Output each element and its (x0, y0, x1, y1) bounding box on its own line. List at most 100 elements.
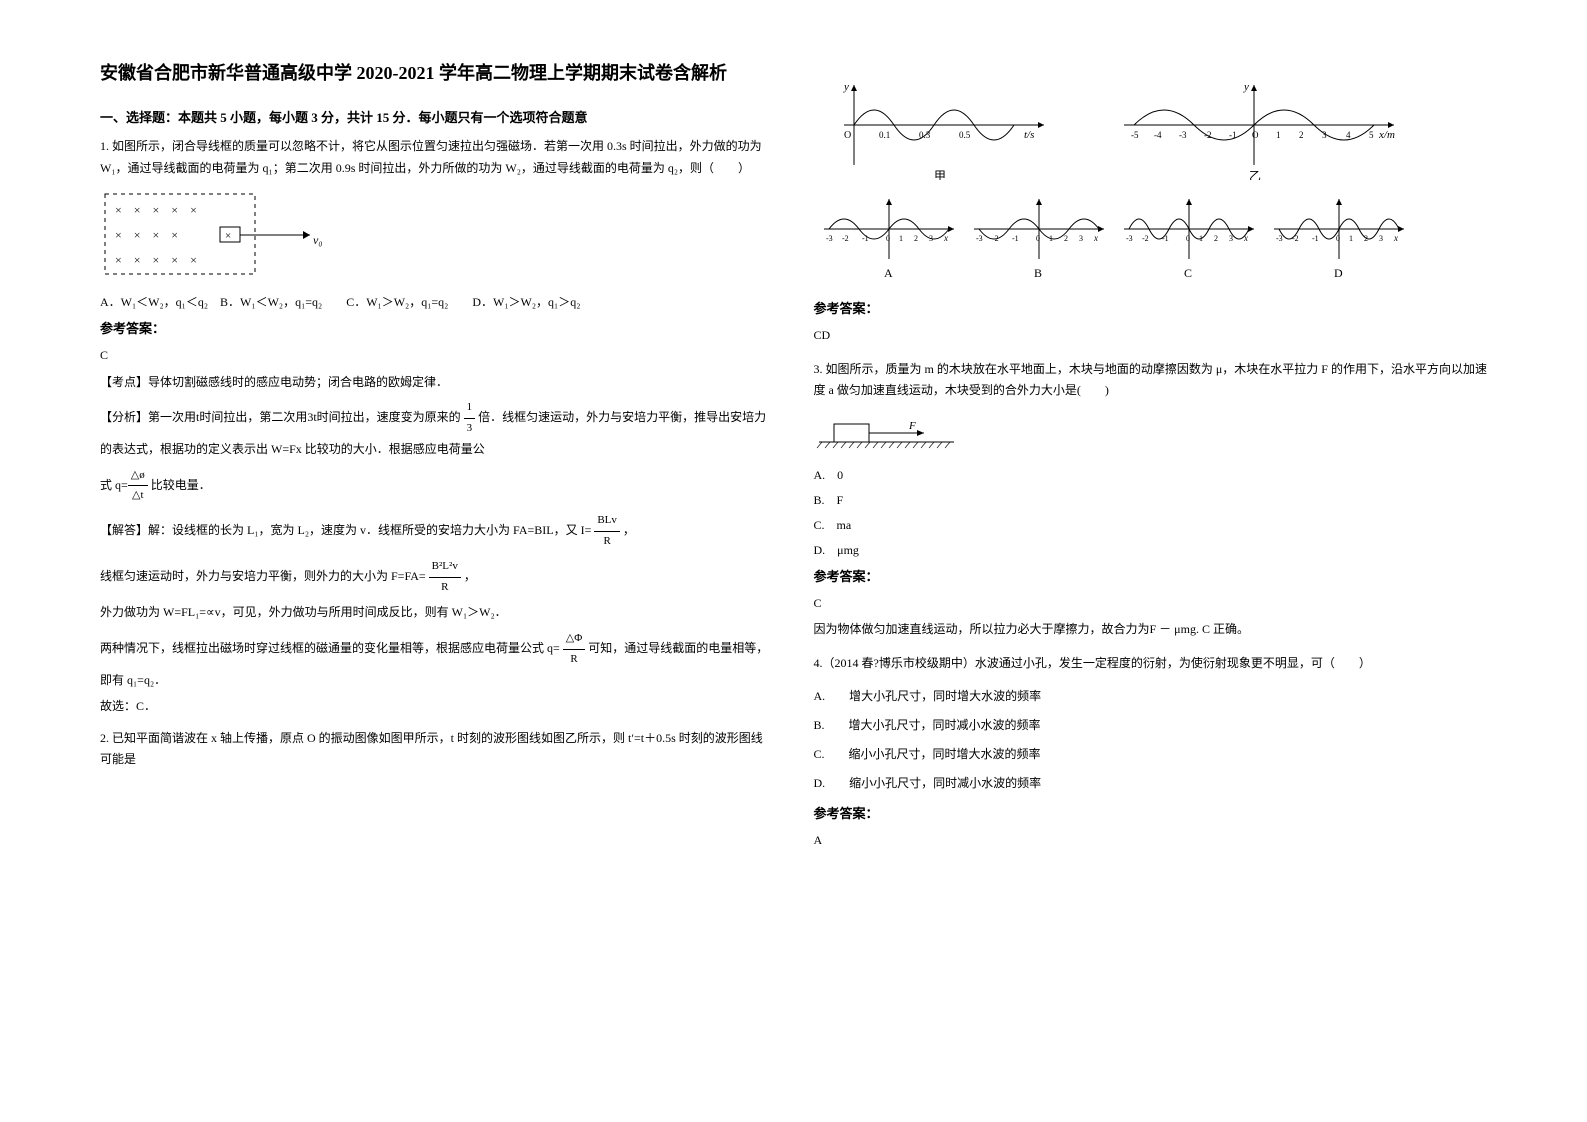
svg-text:-3: -3 (1126, 234, 1133, 243)
q1-exp3-pre: 【解答】解：设线框的长为 L₁，宽为 L₂，速度为 v．线框所受的安培力大小为 … (100, 523, 591, 537)
svg-text:×: × (225, 230, 231, 242)
q1-text: 1. 如图所示，闭合导线框的质量可以忽略不计，将它从图示位置匀速拉出匀强磁场．若… (100, 136, 774, 179)
q1-frac-dphi-r: △ΦR (563, 629, 586, 670)
q1-answer: C (100, 345, 774, 367)
q1-exp7: 故选：C． (100, 696, 774, 718)
svg-text:D: D (1334, 266, 1343, 280)
svg-text:x: x (1393, 233, 1398, 243)
svg-text:y: y (843, 81, 849, 93)
q2-bottom-graphs-svg: -3-2-1 0123 x A -3-2-1 0123 x B (814, 194, 1414, 284)
svg-text:0.5: 0.5 (959, 130, 971, 140)
q1-exp2-pre: 【分析】第一次用t时间拉出，第二次用3t时间拉出，速度变为原来的 (100, 410, 461, 424)
q1-exp3: 【解答】解：设线框的长为 L₁，宽为 L₂，速度为 v．线框所受的安培力大小为 … (100, 511, 774, 552)
svg-text:0: 0 (1336, 234, 1340, 243)
q4-text: 4.（2014 春?博乐市校级期中）水波通过小孔，发生一定程度的衍射，为使衍射现… (814, 653, 1488, 675)
svg-text:1: 1 (1276, 130, 1281, 140)
svg-text:甲: 甲 (934, 169, 946, 180)
svg-text:-2: -2 (1204, 130, 1212, 140)
q1-options: A．W₁＜W₂，q₁＜q₂ B．W₁＜W₂，q₁=q₂ C．W₁＞W₂，q₁=q… (100, 293, 774, 310)
q3-figure: F (814, 412, 1488, 456)
q1-answer-label: 参考答案： (100, 318, 774, 337)
q3-opt-a: A. 0 (814, 466, 1488, 483)
svg-text:y: y (1243, 81, 1249, 93)
q1-exp6-pre: 两种情况下，线框拉出磁场时穿过线框的磁通量的变化量相等，根据感应电荷量公式 q= (100, 641, 560, 655)
left-column: 安徽省合肥市新华普通高级中学 2020-2021 学年高二物理上学期期末试卷含解… (80, 60, 794, 1062)
svg-text:-3: -3 (976, 234, 983, 243)
q1-exp3-post: ， (623, 523, 635, 537)
q4-opt-c: C. 缩小小孔尺寸，同时增大水波的频率 (814, 745, 1488, 762)
svg-text:2: 2 (1214, 234, 1218, 243)
q3-answer: C (814, 593, 1488, 615)
q3-text: 3. 如图所示，质量为 m 的木块放在水平地面上，木块与地面的动摩擦因数为 μ，… (814, 359, 1488, 402)
q1-exp4-pre: 线框匀速运动时，外力与安培力平衡，则外力的大小为 F=FA= (100, 569, 426, 583)
svg-text:-2: -2 (1292, 234, 1299, 243)
svg-text:3: 3 (1079, 234, 1083, 243)
svg-text:x: x (1243, 233, 1248, 243)
svg-text:2: 2 (1364, 234, 1368, 243)
q4-opt-b: B. 增大小孔尺寸，同时减小水波的频率 (814, 716, 1488, 733)
svg-text:4: 4 (1346, 130, 1351, 140)
svg-text:3: 3 (1322, 130, 1327, 140)
svg-text:v₀: v₀ (313, 233, 323, 247)
svg-text:1: 1 (1049, 234, 1053, 243)
svg-text:-3: -3 (826, 234, 833, 243)
svg-text:-1: -1 (1229, 130, 1237, 140)
svg-text:-4: -4 (1154, 130, 1162, 140)
svg-text:-1: -1 (862, 234, 869, 243)
section-1-header: 一、选择题：本题共 5 小题，每小题 3 分，共计 15 分．每小题只有一个选项… (100, 107, 774, 126)
q1-exp5: 外力做功为 W=FL₁=∝v，可见，外力做功与所用时间成反比，则有 W₁＞W₂． (100, 602, 774, 624)
q4-answer: A (814, 830, 1488, 852)
q2-top-graphs-svg: y O 0.1 0.3 0.5 t/s 甲 y -5 -4 -3 -2 (814, 70, 1414, 180)
q4-opt-d: D. 缩小小孔尺寸，同时减小水波的频率 (814, 774, 1488, 791)
svg-text:× × × × ×: × × × × × (115, 253, 197, 267)
q1-exp2-tail: 比较电量． (151, 478, 211, 492)
svg-text:-2: -2 (842, 234, 849, 243)
q1-exp2: 【分析】第一次用t时间拉出，第二次用3t时间拉出，速度变为原来的 13 倍．线框… (100, 398, 774, 460)
q3-diagram-svg: F (814, 412, 964, 452)
svg-text:2: 2 (914, 234, 918, 243)
q1-exp6: 两种情况下，线框拉出磁场时穿过线框的磁通量的变化量相等，根据感应电荷量公式 q=… (100, 629, 774, 691)
q4-answer-label: 参考答案： (814, 803, 1488, 822)
q2-text: 2. 已知平面简谐波在 x 轴上传播，原点 O 的振动图像如图甲所示，t 时刻的… (100, 728, 774, 771)
q1-frac-dphi-dt: △ø△t (128, 466, 148, 507)
svg-text:O: O (1252, 130, 1259, 140)
svg-text:1: 1 (899, 234, 903, 243)
q1-figure: × × × × × × × × × × × × × × × v₀ (100, 189, 774, 283)
q2-answer: CD (814, 325, 1488, 347)
svg-text:2: 2 (1064, 234, 1068, 243)
q1-frac-blv-r: BLvR (594, 511, 620, 552)
svg-text:0.3: 0.3 (919, 130, 931, 140)
svg-text:1: 1 (1349, 234, 1353, 243)
q3-opt-d: D. μmg (814, 541, 1488, 558)
svg-text:-2: -2 (992, 234, 999, 243)
svg-text:x: x (1093, 233, 1098, 243)
svg-text:5: 5 (1369, 130, 1374, 140)
svg-text:t/s: t/s (1024, 129, 1034, 141)
q1-frac-1-3: 13 (464, 398, 476, 439)
svg-text:-2: -2 (1142, 234, 1149, 243)
svg-text:-5: -5 (1131, 130, 1139, 140)
q2-figure-row-2: -3-2-1 0123 x A -3-2-1 0123 x B (814, 194, 1488, 288)
q1-exp4-post: ， (464, 569, 476, 583)
q2-figure-row-1: y O 0.1 0.3 0.5 t/s 甲 y -5 -4 -3 -2 (814, 70, 1488, 184)
svg-text:A: A (884, 266, 893, 280)
svg-text:O: O (844, 130, 851, 141)
svg-text:3: 3 (1229, 234, 1233, 243)
q1-exp1: 【考点】导体切割磁感线时的感应电动势；闭合电路的欧姆定律． (100, 372, 774, 394)
document-title: 安徽省合肥市新华普通高级中学 2020-2021 学年高二物理上学期期末试卷含解… (100, 60, 774, 87)
q3-opt-c: C. ma (814, 516, 1488, 533)
svg-text:0: 0 (1186, 234, 1190, 243)
svg-text:× × × × ×: × × × × × (115, 203, 197, 217)
svg-text:0.1: 0.1 (879, 130, 890, 140)
svg-text:-3: -3 (1276, 234, 1283, 243)
right-column: y O 0.1 0.3 0.5 t/s 甲 y -5 -4 -3 -2 (794, 60, 1508, 1062)
svg-text:0: 0 (886, 234, 890, 243)
svg-text:B: B (1034, 266, 1042, 280)
svg-text:x/m: x/m (1378, 129, 1395, 141)
q1-exp4: 线框匀速运动时，外力与安培力平衡，则外力的大小为 F=FA= B²L²vR ， (100, 557, 774, 598)
svg-text:-1: -1 (1312, 234, 1319, 243)
svg-text:1: 1 (1199, 234, 1203, 243)
svg-text:× × × ×: × × × × (115, 228, 178, 242)
q2-answer-label: 参考答案： (814, 298, 1488, 317)
q3-answer-label: 参考答案： (814, 566, 1488, 585)
